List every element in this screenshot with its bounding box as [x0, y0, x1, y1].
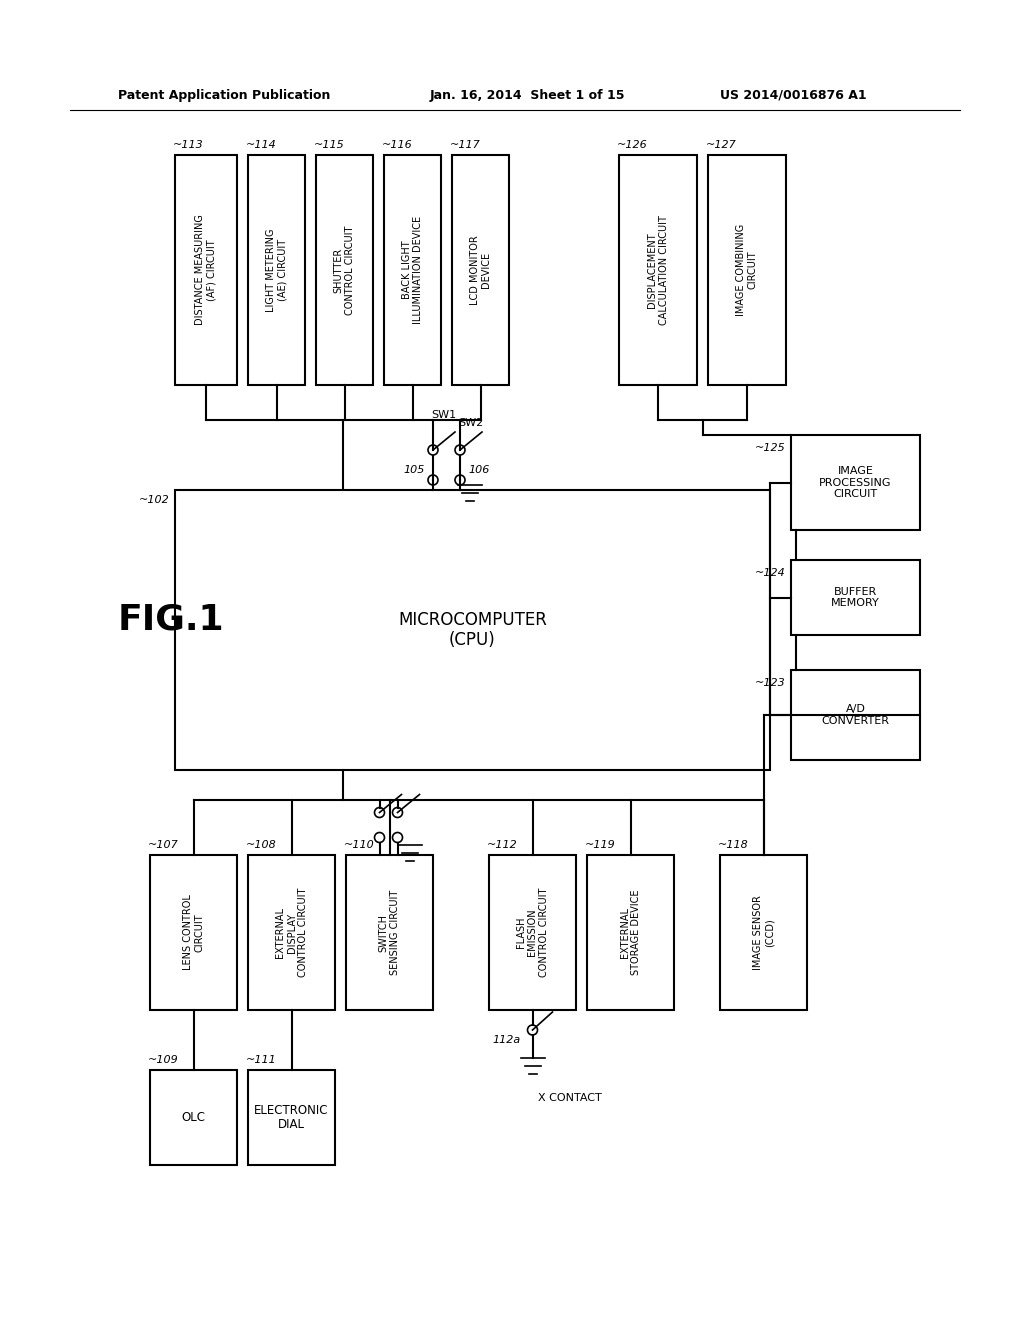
Text: US 2014/0016876 A1: US 2014/0016876 A1	[720, 88, 866, 102]
Text: IMAGE SENSOR
(CCD): IMAGE SENSOR (CCD)	[753, 895, 774, 970]
Bar	[316, 154, 373, 385]
Bar	[175, 490, 770, 770]
Text: LCD MONITOR
DEVICE: LCD MONITOR DEVICE	[470, 235, 492, 305]
Text: BACK LIGHT
ILLUMINATION DEVICE: BACK LIGHT ILLUMINATION DEVICE	[401, 216, 423, 325]
Text: ~115: ~115	[314, 140, 345, 150]
Text: 112a: 112a	[493, 1035, 520, 1045]
Text: SW1: SW1	[431, 411, 456, 420]
Text: ~111: ~111	[246, 1055, 276, 1065]
Text: IMAGE COMBINING
CIRCUIT: IMAGE COMBINING CIRCUIT	[736, 224, 758, 315]
Bar	[175, 154, 237, 385]
Text: ~116: ~116	[382, 140, 413, 150]
Text: ~113: ~113	[173, 140, 204, 150]
Text: EXTERNAL
DISPLAY
CONTROL CIRCUIT: EXTERNAL DISPLAY CONTROL CIRCUIT	[274, 888, 308, 977]
Text: BUFFER
MEMORY: BUFFER MEMORY	[831, 586, 880, 609]
Text: ~119: ~119	[585, 840, 615, 850]
Text: SHUTTER
CONTROL CIRCUIT: SHUTTER CONTROL CIRCUIT	[334, 226, 355, 314]
Text: SWITCH
SENSING CIRCUIT: SWITCH SENSING CIRCUIT	[379, 890, 400, 975]
Bar	[587, 855, 674, 1010]
Bar	[618, 154, 697, 385]
Text: ~124: ~124	[756, 568, 786, 578]
Bar	[791, 671, 920, 760]
Text: DISTANCE MEASURING
(AF) CIRCUIT: DISTANCE MEASURING (AF) CIRCUIT	[196, 215, 217, 326]
Text: ~126: ~126	[617, 140, 648, 150]
Text: ~112: ~112	[487, 840, 518, 850]
Text: ~118: ~118	[718, 840, 749, 850]
Text: ~123: ~123	[756, 678, 786, 688]
Bar	[452, 154, 509, 385]
Text: FIG.1: FIG.1	[118, 603, 224, 638]
Text: DISPLACEMENT
CALCULATION CIRCUIT: DISPLACEMENT CALCULATION CIRCUIT	[647, 215, 669, 325]
Bar	[248, 154, 305, 385]
Text: Jan. 16, 2014  Sheet 1 of 15: Jan. 16, 2014 Sheet 1 of 15	[430, 88, 626, 102]
Text: ~102: ~102	[139, 495, 170, 506]
Text: ~127: ~127	[706, 140, 736, 150]
Bar	[708, 154, 786, 385]
Text: 106: 106	[468, 465, 489, 475]
Bar	[791, 560, 920, 635]
Text: OLC: OLC	[181, 1111, 206, 1125]
Text: ~107: ~107	[148, 840, 179, 850]
Text: ~117: ~117	[450, 140, 480, 150]
Bar	[791, 436, 920, 531]
Text: A/D
CONVERTER: A/D CONVERTER	[821, 704, 890, 726]
Bar	[346, 855, 433, 1010]
Bar	[720, 855, 807, 1010]
Bar	[150, 855, 237, 1010]
Text: FLASH
EMISSION
CONTROL CIRCUIT: FLASH EMISSION CONTROL CIRCUIT	[516, 888, 549, 977]
Text: 105: 105	[403, 465, 425, 475]
Text: ~125: ~125	[756, 444, 786, 453]
Bar	[489, 855, 575, 1010]
Text: SW2: SW2	[458, 418, 483, 428]
Text: MICROCOMPUTER
(CPU): MICROCOMPUTER (CPU)	[398, 611, 547, 649]
Text: LIGHT METERING
(AE) CIRCUIT: LIGHT METERING (AE) CIRCUIT	[265, 228, 288, 312]
Text: Patent Application Publication: Patent Application Publication	[118, 88, 331, 102]
Text: IMAGE
PROCESSING
CIRCUIT: IMAGE PROCESSING CIRCUIT	[819, 466, 892, 499]
Text: EXTERNAL
STORAGE DEVICE: EXTERNAL STORAGE DEVICE	[620, 890, 641, 975]
Bar	[150, 1071, 237, 1166]
Bar	[384, 154, 441, 385]
Text: ~110: ~110	[344, 840, 375, 850]
Text: X CONTACT: X CONTACT	[538, 1093, 601, 1104]
Text: LENS CONTROL
CIRCUIT: LENS CONTROL CIRCUIT	[182, 895, 205, 970]
Text: ~114: ~114	[246, 140, 276, 150]
Text: ELECTRONIC
DIAL: ELECTRONIC DIAL	[254, 1104, 329, 1131]
Text: ~108: ~108	[246, 840, 276, 850]
Bar	[248, 1071, 335, 1166]
Bar	[248, 855, 335, 1010]
Text: ~109: ~109	[148, 1055, 179, 1065]
